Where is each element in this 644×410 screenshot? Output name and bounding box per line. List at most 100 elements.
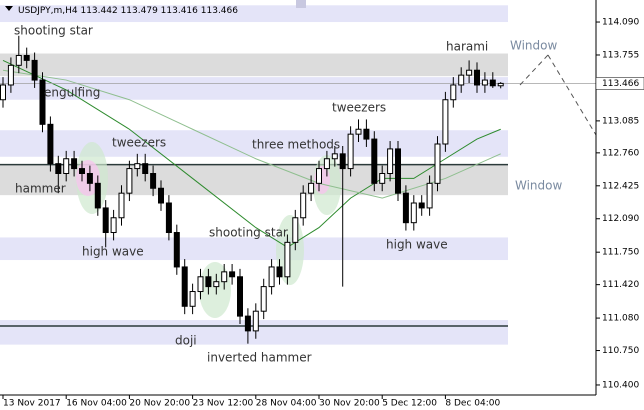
candle-body bbox=[331, 153, 338, 160]
candle-body bbox=[63, 158, 70, 175]
y-tick-label: 111.080 bbox=[602, 314, 639, 324]
x-tick-label: 28 Nov 04:00 bbox=[256, 399, 317, 409]
x-tick-label: 5 Dec 12:00 bbox=[382, 399, 437, 409]
candle-body bbox=[339, 153, 346, 170]
y-tick-label: 113.085 bbox=[602, 116, 639, 126]
annotation: hammer bbox=[15, 182, 66, 196]
candle-body bbox=[292, 217, 299, 243]
window-line bbox=[547, 54, 597, 136]
candle-body bbox=[347, 133, 354, 170]
annotation: Window bbox=[515, 179, 563, 193]
candle-body bbox=[371, 138, 378, 184]
zone bbox=[0, 237, 508, 261]
candle-body bbox=[442, 99, 449, 145]
annotation: engulfing bbox=[44, 86, 100, 100]
candle-body bbox=[308, 182, 315, 194]
candle-body bbox=[197, 276, 204, 293]
candle-body bbox=[213, 281, 220, 288]
x-tick-label: 20 Nov 20:00 bbox=[129, 399, 190, 409]
candle-body bbox=[402, 192, 409, 224]
moving-average bbox=[2, 59, 501, 248]
annotation: Window bbox=[510, 39, 558, 53]
annotation: inverted hammer bbox=[207, 351, 312, 365]
candle-body bbox=[276, 266, 283, 278]
annotation: tweezers bbox=[332, 101, 386, 115]
candle-body bbox=[110, 217, 117, 234]
annotation: doji bbox=[175, 334, 197, 348]
price-label: 113.466 bbox=[602, 79, 639, 89]
candle-body bbox=[418, 202, 425, 209]
candle-body bbox=[458, 74, 465, 86]
y-tick-label: 114.090 bbox=[602, 18, 639, 28]
candle-body bbox=[466, 69, 473, 76]
y-tick-label: 113.755 bbox=[602, 50, 639, 60]
candle-body bbox=[118, 192, 125, 219]
candle-body bbox=[252, 310, 259, 332]
candle-body bbox=[86, 173, 93, 184]
annotation: harami bbox=[446, 40, 488, 54]
candle-body bbox=[23, 54, 30, 61]
candle-body bbox=[426, 182, 433, 209]
candle-body bbox=[47, 123, 54, 165]
price-box bbox=[595, 77, 644, 90]
annotation: tweezers bbox=[112, 136, 166, 150]
annotation: high wave bbox=[82, 245, 144, 259]
candle-body bbox=[474, 69, 480, 86]
candle-body bbox=[134, 163, 141, 170]
zone bbox=[0, 53, 508, 77]
x-tick-label: 16 Nov 04:00 bbox=[66, 399, 127, 409]
candle-body bbox=[173, 232, 180, 268]
x-tick-label: 13 Nov 2017 bbox=[3, 399, 61, 409]
candle-body bbox=[165, 202, 172, 234]
candle-body bbox=[7, 64, 14, 86]
annotation: shooting star bbox=[209, 226, 288, 240]
y-tick-label: 110.400 bbox=[602, 380, 639, 390]
candle-body bbox=[450, 84, 457, 101]
candle-body bbox=[355, 128, 362, 135]
candle-body bbox=[316, 168, 322, 184]
candle-body bbox=[79, 168, 85, 175]
candle-body bbox=[189, 291, 196, 307]
y-tick-label: 111.420 bbox=[602, 280, 639, 290]
x-tick-label: 8 Dec 04:00 bbox=[445, 399, 500, 409]
x-tick-label: 30 Nov 20:00 bbox=[319, 399, 380, 409]
candle-body bbox=[55, 163, 62, 175]
x-tick-label: 23 Nov 12:00 bbox=[193, 399, 254, 409]
header-arrow bbox=[5, 6, 13, 11]
annotation: high wave bbox=[386, 238, 448, 252]
candle-body bbox=[489, 79, 496, 87]
candle-body bbox=[181, 266, 188, 307]
candle-body bbox=[244, 315, 251, 332]
plot bbox=[0, 35, 596, 344]
candle-body bbox=[434, 143, 441, 184]
candle-body bbox=[481, 79, 488, 86]
moving-average bbox=[2, 69, 501, 199]
candle-body bbox=[387, 148, 394, 175]
scroll-marker bbox=[296, 0, 306, 8]
candle-body bbox=[126, 168, 133, 194]
candle-body bbox=[323, 158, 330, 170]
y-tick-label: 110.750 bbox=[602, 346, 639, 356]
candle-body bbox=[15, 54, 22, 66]
window-line bbox=[519, 54, 549, 86]
candle-body bbox=[229, 271, 236, 278]
header: USDJPY,m,H4 113.442 113.479 113.416 113.… bbox=[18, 6, 238, 16]
zone bbox=[0, 5, 508, 23]
annotation: shooting star bbox=[14, 24, 93, 38]
candle-body bbox=[158, 187, 164, 204]
candle-body bbox=[94, 182, 101, 209]
candle-body bbox=[0, 84, 6, 101]
candle-body bbox=[71, 158, 78, 170]
candle-body bbox=[221, 271, 228, 283]
annotation: three methods bbox=[252, 138, 340, 152]
candle-body bbox=[300, 192, 307, 219]
candle-body bbox=[284, 241, 291, 278]
candle-body bbox=[150, 173, 157, 189]
y-tick-label: 112.090 bbox=[602, 214, 639, 224]
candle-body bbox=[497, 82, 504, 87]
y-tick-label: 112.425 bbox=[602, 181, 639, 191]
candle-body bbox=[395, 148, 401, 194]
candle-body bbox=[363, 128, 370, 140]
highlight bbox=[199, 262, 231, 318]
